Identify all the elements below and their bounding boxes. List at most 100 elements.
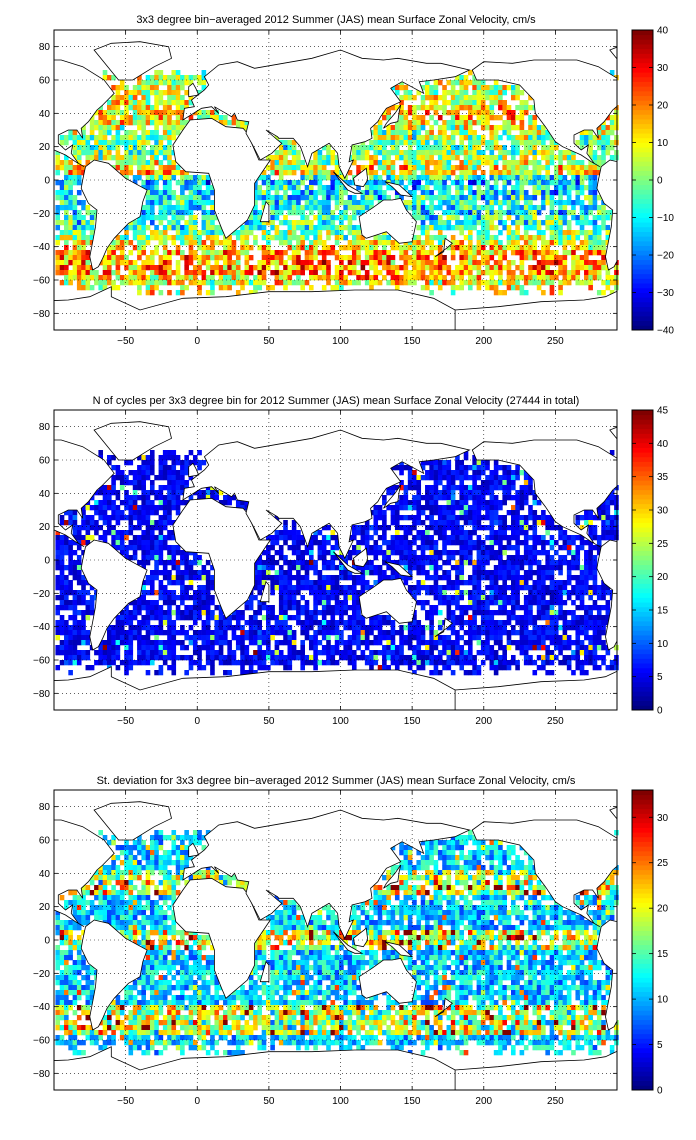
- heatmap-cell: [377, 535, 383, 541]
- heatmap-cell: [493, 125, 499, 131]
- heatmap-cell: [541, 175, 546, 181]
- colorbar-segment: [632, 208, 653, 214]
- heatmap-cell: [145, 195, 151, 201]
- heatmap-cell: [214, 270, 220, 276]
- heatmap-cell: [141, 245, 146, 251]
- heatmap-cell: [498, 290, 503, 296]
- heatmap-cell: [523, 500, 529, 506]
- heatmap-cell: [115, 245, 121, 251]
- heatmap-cell: [562, 175, 568, 181]
- heatmap-cell: [102, 140, 108, 146]
- heatmap-cell: [433, 205, 439, 211]
- heatmap-cell: [476, 260, 482, 266]
- heatmap-cell: [158, 260, 164, 266]
- heatmap-cell: [523, 530, 529, 536]
- heatmap-cell: [167, 120, 172, 126]
- heatmap-cell: [137, 510, 142, 516]
- heatmap-cell: [545, 150, 550, 156]
- heatmap-cell: [541, 235, 546, 241]
- heatmap-cell: [283, 525, 288, 531]
- heatmap-cell: [261, 565, 267, 571]
- heatmap-cell: [334, 255, 340, 261]
- heatmap-cell: [137, 110, 142, 116]
- heatmap-cell: [304, 280, 310, 286]
- heatmap-cell: [549, 275, 555, 281]
- heatmap-cell: [68, 520, 73, 526]
- heatmap-cell: [425, 150, 430, 156]
- heatmap-cell: [489, 495, 495, 501]
- heatmap-cell: [528, 280, 533, 286]
- heatmap-cell: [506, 190, 512, 196]
- heatmap-cell: [145, 235, 151, 241]
- heatmap-cell: [317, 200, 323, 206]
- heatmap-cell: [270, 250, 275, 256]
- heatmap-cell: [317, 205, 323, 211]
- heatmap-cell: [149, 285, 155, 291]
- heatmap-cell: [386, 250, 391, 256]
- heatmap-cell: [270, 210, 275, 216]
- heatmap-cell: [184, 465, 189, 471]
- heatmap-cell: [515, 115, 520, 121]
- heatmap-cell: [382, 575, 387, 581]
- heatmap-cell: [592, 220, 598, 226]
- heatmap-cell: [266, 230, 271, 236]
- heatmap-cell: [532, 145, 538, 151]
- heatmap-cell: [485, 475, 490, 481]
- heatmap-cell: [510, 125, 516, 131]
- heatmap-cell: [334, 285, 340, 291]
- heatmap-cell: [171, 560, 177, 566]
- heatmap-cell: [493, 475, 499, 481]
- heatmap-cell: [94, 140, 99, 146]
- heatmap-cell: [545, 175, 550, 181]
- heatmap-cell: [536, 125, 542, 131]
- heatmap-cell: [425, 90, 430, 96]
- heatmap-cell: [455, 500, 460, 506]
- heatmap-cell: [596, 545, 602, 551]
- heatmap-cell: [218, 115, 224, 121]
- heatmap-cell: [472, 145, 477, 151]
- heatmap-cell: [85, 265, 91, 271]
- heatmap-cell: [605, 500, 611, 506]
- heatmap-cell: [442, 530, 447, 536]
- heatmap-cell: [485, 535, 490, 541]
- heatmap-cell: [317, 220, 323, 226]
- heatmap-cell: [425, 275, 430, 281]
- heatmap-cell: [115, 235, 121, 241]
- heatmap-cell: [171, 90, 177, 96]
- heatmap-cell: [154, 280, 159, 286]
- heatmap-cell: [532, 215, 538, 221]
- heatmap-cell: [218, 230, 224, 236]
- heatmap-cell: [132, 505, 138, 511]
- heatmap-cell: [519, 285, 525, 291]
- heatmap-cell: [369, 275, 374, 281]
- heatmap-cell: [158, 455, 164, 461]
- heatmap-cell: [493, 270, 499, 276]
- heatmap-cell: [119, 475, 125, 481]
- heatmap-cell: [566, 235, 572, 241]
- heatmap-cell: [442, 280, 447, 286]
- heatmap-cell: [64, 175, 69, 181]
- colorbar-segment: [632, 147, 653, 153]
- heatmap-cell: [489, 270, 495, 276]
- heatmap-cell: [132, 155, 138, 161]
- heatmap-cell: [446, 200, 452, 206]
- heatmap-cell: [493, 465, 499, 471]
- heatmap-cell: [270, 200, 275, 206]
- heatmap-cell: [270, 545, 275, 551]
- heatmap-cell: [162, 255, 168, 261]
- heatmap-cell: [364, 155, 370, 161]
- heatmap-cell: [480, 245, 486, 251]
- heatmap-cell: [317, 150, 323, 156]
- heatmap-cell: [119, 120, 125, 126]
- heatmap-cell: [549, 255, 555, 261]
- heatmap-cell: [498, 560, 503, 566]
- heatmap-cell: [291, 230, 297, 236]
- heatmap-cell: [369, 145, 374, 151]
- heatmap-cell: [382, 245, 387, 251]
- heatmap-cell: [184, 470, 189, 476]
- heatmap-cell: [596, 550, 602, 556]
- heatmap-cell: [493, 265, 499, 271]
- heatmap-cell: [386, 240, 391, 246]
- heatmap-cell: [253, 235, 258, 241]
- heatmap-cell: [382, 535, 387, 541]
